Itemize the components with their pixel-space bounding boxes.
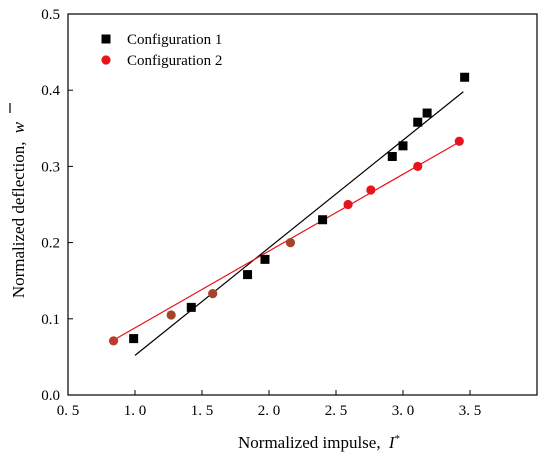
series-1-point (460, 72, 470, 82)
series-1-point (413, 117, 423, 127)
series-2-point (285, 238, 296, 248)
fit-lines (113, 91, 464, 356)
x-tick-label: 2. 5 (325, 403, 348, 419)
y-tick-label: 0.0 (41, 388, 60, 404)
series-2-point (108, 336, 119, 346)
x-tick-label: 2. 0 (258, 403, 281, 419)
y-tick-label: 0.5 (41, 7, 60, 23)
axis-ticks: 0. 5 1. 0 1. 5 2. 0 2. 5 3. 0 3. 5 0.0 0.1 0.2 0.3… (41, 7, 481, 419)
y-tick-label: 0.1 (41, 312, 60, 328)
x-tick-label: 0. 5 (57, 403, 80, 419)
x-axis-title: Normalized impulse, I* (238, 433, 400, 452)
x-tick-label: 1. 0 (124, 403, 147, 419)
series-1-point (186, 302, 196, 312)
legend-marker-square (101, 34, 111, 44)
series-2-point (208, 289, 218, 299)
series-2-point (366, 185, 376, 195)
legend-label: Configuration 1 (127, 32, 222, 48)
series-2-point (454, 136, 464, 146)
plot-border (67, 13, 538, 396)
y-tick-label: 0.4 (41, 83, 60, 99)
series-2-point (413, 161, 423, 171)
y-tick-label: 0.2 (41, 236, 60, 252)
y-tick-label: 0.3 (41, 159, 60, 175)
legend-label: Configuration 2 (127, 53, 222, 69)
x-tick-label: 3. 5 (459, 403, 482, 419)
series-1-point (243, 270, 253, 280)
series-1-point (387, 151, 397, 161)
legend-marker-circle (101, 55, 111, 65)
series-1-point (318, 215, 328, 225)
series-1-point (398, 141, 408, 151)
series-1-point (129, 334, 139, 344)
data-points (108, 72, 470, 346)
y-axis-title: Normalized deflection, w (9, 121, 28, 298)
series-2-point (166, 310, 176, 320)
series-1-point (260, 254, 270, 264)
x-tick-label: 1. 5 (191, 403, 214, 419)
x-tick-label: 3. 0 (392, 403, 415, 419)
plot-frame (67, 13, 538, 396)
series-1-point (422, 108, 432, 118)
series-2-point (343, 199, 353, 210)
legend: Configuration 1 Configuration 2 (101, 32, 222, 69)
series-1-fit-line (134, 91, 464, 356)
